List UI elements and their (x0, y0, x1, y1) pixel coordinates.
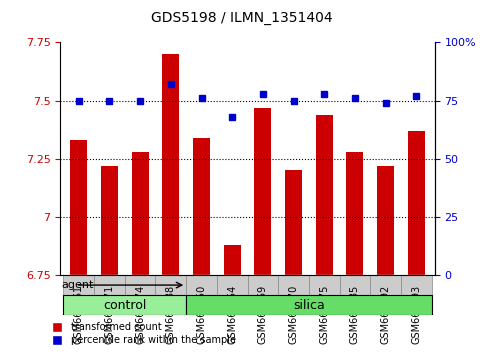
FancyBboxPatch shape (186, 295, 432, 315)
Bar (132, 152, 149, 275)
Text: silica: silica (293, 298, 325, 312)
Bar (162, 54, 179, 275)
Bar (248, 275, 278, 310)
Bar (186, 275, 217, 310)
Bar (408, 131, 425, 275)
Bar (340, 275, 370, 310)
Bar (63, 275, 94, 310)
Bar (125, 275, 156, 310)
Bar (309, 275, 340, 310)
Bar (71, 140, 87, 275)
Bar (346, 152, 363, 275)
Bar (101, 166, 118, 275)
Bar (94, 275, 125, 310)
Bar (401, 275, 432, 310)
Bar (224, 245, 241, 275)
Bar (370, 275, 401, 310)
Bar (255, 108, 271, 275)
Bar (217, 275, 248, 310)
Text: GDS5198 / ILMN_1351404: GDS5198 / ILMN_1351404 (151, 11, 332, 25)
Bar (316, 115, 333, 275)
Bar (285, 170, 302, 275)
FancyBboxPatch shape (63, 295, 186, 315)
Bar (278, 275, 309, 310)
Text: agent: agent (61, 280, 93, 290)
Bar (156, 275, 186, 310)
Legend: transformed count, percentile rank within the sample: transformed count, percentile rank withi… (43, 319, 240, 349)
Bar (377, 166, 394, 275)
Bar (193, 138, 210, 275)
Text: control: control (103, 298, 146, 312)
